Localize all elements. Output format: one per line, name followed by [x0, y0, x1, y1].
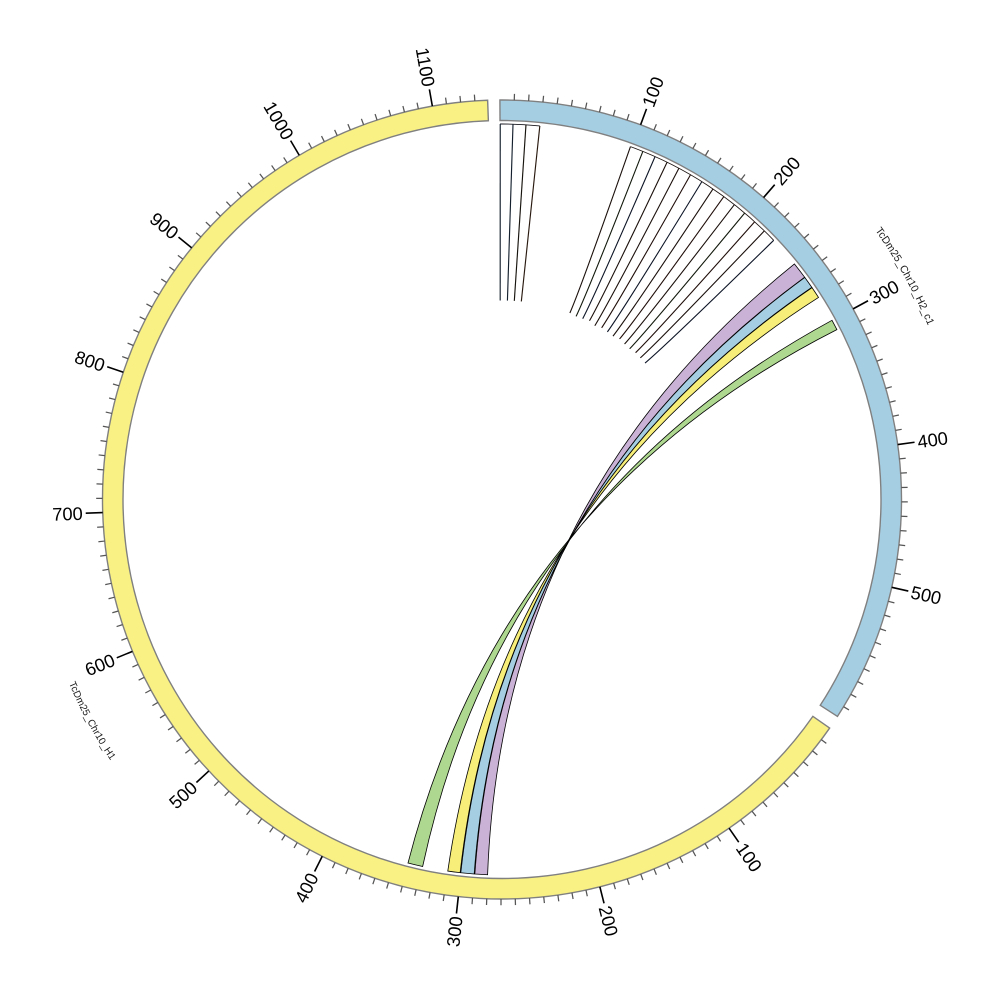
- svg-text:200: 200: [769, 152, 805, 189]
- svg-text:900: 900: [146, 208, 183, 244]
- svg-text:1100: 1100: [412, 46, 440, 88]
- svg-text:400: 400: [290, 869, 322, 906]
- svg-text:600: 600: [82, 649, 118, 680]
- svg-text:500: 500: [165, 777, 202, 813]
- svg-text:TcDm25_Chr10_H2_c1: TcDm25_Chr10_H2_c1: [873, 225, 937, 327]
- svg-text:800: 800: [72, 346, 108, 376]
- svg-text:TcDm25_Chr10_H1: TcDm25_Chr10_H1: [66, 680, 117, 762]
- svg-text:500: 500: [909, 581, 943, 608]
- svg-text:1000: 1000: [259, 98, 298, 144]
- svg-text:300: 300: [866, 276, 903, 309]
- svg-text:100: 100: [638, 74, 668, 110]
- svg-text:300: 300: [442, 915, 466, 948]
- svg-text:400: 400: [916, 427, 949, 452]
- svg-text:200: 200: [595, 904, 623, 939]
- svg-text:700: 700: [52, 503, 83, 525]
- svg-text:100: 100: [732, 839, 767, 876]
